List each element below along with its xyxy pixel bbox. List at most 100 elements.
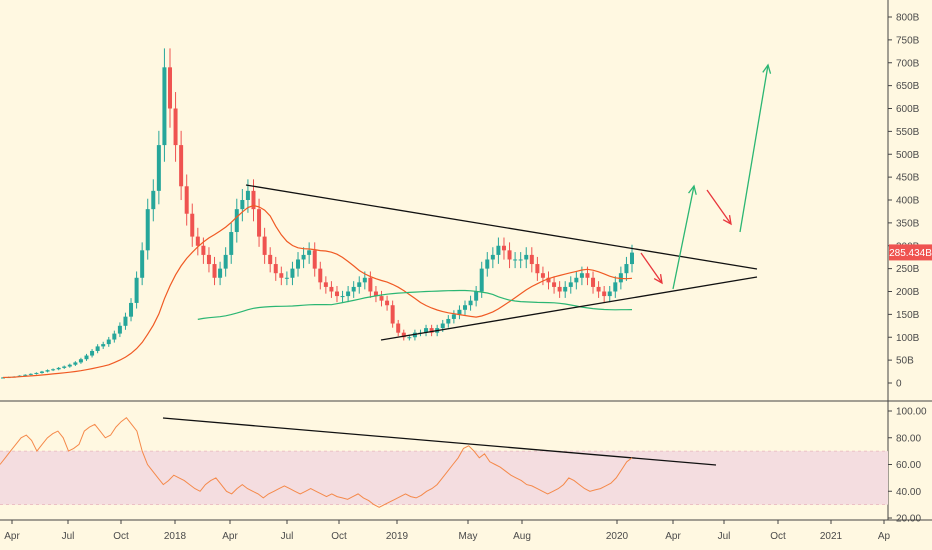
candle-body xyxy=(51,369,56,371)
candle-body xyxy=(78,359,83,363)
candle-body xyxy=(563,286,568,292)
candle-body xyxy=(496,245,501,255)
candle-body xyxy=(39,371,44,373)
candle-body xyxy=(284,277,289,279)
candle-body xyxy=(574,277,579,283)
candle-body xyxy=(145,209,150,251)
candle-body xyxy=(301,254,306,260)
candle-body xyxy=(28,373,33,375)
candle-body xyxy=(223,254,228,269)
candle-body xyxy=(129,302,134,317)
candle-body xyxy=(357,282,362,287)
candle-body xyxy=(524,254,529,260)
candle-body xyxy=(173,108,178,146)
candle-body xyxy=(167,67,172,109)
candles-group xyxy=(1,48,634,379)
rsi-tick-label: 80.00 xyxy=(896,433,921,444)
candle-body xyxy=(351,286,356,292)
time-tick-label: Apr xyxy=(4,531,20,542)
down-arrow-2-head xyxy=(722,215,732,226)
candle-body xyxy=(273,264,278,274)
rsi-line xyxy=(0,417,633,508)
candle-body xyxy=(101,344,106,347)
ma-long-line xyxy=(197,289,633,320)
candle-body xyxy=(396,323,401,333)
candle-body xyxy=(334,291,339,297)
candle-body xyxy=(557,286,562,292)
candle-body xyxy=(613,282,618,292)
candle-body xyxy=(585,273,590,278)
candle-body xyxy=(424,328,429,333)
time-tick-label: Ap xyxy=(878,531,891,542)
candle-body xyxy=(346,291,351,297)
time-tick-label: Apr xyxy=(222,531,238,542)
candle-body xyxy=(490,254,495,260)
candle-body xyxy=(540,273,545,278)
candle-body xyxy=(268,254,273,265)
candle-body xyxy=(67,364,72,367)
candle-body xyxy=(190,213,195,237)
candle-body xyxy=(479,268,484,292)
candle-body xyxy=(518,259,523,261)
candle-body xyxy=(568,282,573,287)
price-tick-label: 800B xyxy=(896,13,920,24)
candle-body xyxy=(591,277,596,287)
up-arrow-1-shaft xyxy=(672,185,695,290)
candle-body xyxy=(373,291,378,297)
rsi-tick-label: 40.00 xyxy=(896,487,921,498)
time-tick-label: Oct xyxy=(331,531,347,542)
candle-body xyxy=(379,296,384,301)
price-tick-label: 500B xyxy=(896,150,920,161)
candle-body xyxy=(329,286,334,292)
candle-body xyxy=(240,200,245,210)
price-tick-label: 700B xyxy=(896,58,920,69)
time-tick-label: 2018 xyxy=(164,531,187,542)
candle-body xyxy=(546,277,551,283)
candle-body xyxy=(390,305,395,324)
candle-body xyxy=(618,273,623,283)
time-tick-label: Jul xyxy=(718,531,731,542)
time-tick-label: 2019 xyxy=(386,531,409,542)
candle-body xyxy=(95,346,100,351)
candle-body xyxy=(234,209,239,233)
upper-trendline xyxy=(245,184,758,270)
candle-body xyxy=(340,296,345,298)
candle-body xyxy=(440,323,445,329)
candle-body xyxy=(262,236,267,255)
candle-body xyxy=(446,318,451,324)
time-tick-label: 2021 xyxy=(820,531,843,542)
candle-body xyxy=(201,245,206,255)
down-arrow-1-shaft xyxy=(640,252,663,284)
price-tick-label: 450B xyxy=(896,173,920,184)
candle-body xyxy=(90,350,95,356)
rsi-tick-label: 20.00 xyxy=(896,514,921,525)
candle-body xyxy=(312,250,317,269)
candle-body xyxy=(279,273,284,278)
rsi-tick-label: 60.00 xyxy=(896,460,921,471)
candle-body xyxy=(212,264,217,278)
time-tick-label: Jul xyxy=(281,531,294,542)
candle-body xyxy=(1,377,5,379)
candle-body xyxy=(156,145,161,191)
candle-body xyxy=(140,250,145,278)
candle-body xyxy=(162,67,167,146)
candle-body xyxy=(535,264,540,274)
candle-body xyxy=(318,268,323,283)
price-tick-label: 350B xyxy=(896,218,920,229)
time-tick-label: May xyxy=(459,531,478,542)
candle-body xyxy=(368,277,373,292)
price-tick-label: 200B xyxy=(896,287,920,298)
candle-body xyxy=(112,333,117,340)
candle-body xyxy=(56,367,61,370)
candle-body xyxy=(507,250,512,260)
candle-body xyxy=(151,190,156,210)
lower-trendline xyxy=(380,276,758,341)
candle-body xyxy=(307,250,312,255)
candle-body xyxy=(106,339,111,345)
candle-body xyxy=(485,259,490,269)
price-tick-label: 600B xyxy=(896,104,920,115)
candle-body xyxy=(429,328,434,333)
candle-body xyxy=(257,209,262,237)
candle-body xyxy=(229,232,234,255)
